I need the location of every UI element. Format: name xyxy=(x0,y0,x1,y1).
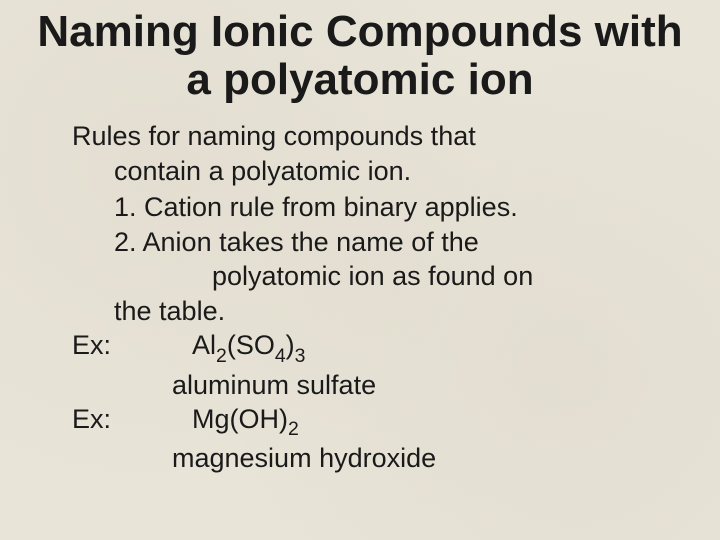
slide-body: Rules for naming compounds that contain … xyxy=(24,119,696,476)
example-2-formula-row: Ex: Mg(OH)2 xyxy=(72,402,686,441)
formula-text: Mg(OH) xyxy=(192,404,288,434)
formula-subscript: 4 xyxy=(275,345,286,367)
title-line-1: Naming Ionic Compounds with xyxy=(24,8,696,56)
formula-subscript: 3 xyxy=(295,345,306,367)
rule-2-line-b: polyatomic ion as found on xyxy=(72,259,686,294)
formula-text: Al xyxy=(192,330,216,360)
formula-text: (SO xyxy=(227,330,275,360)
example-2-formula: Mg(OH)2 xyxy=(192,402,686,441)
rule-1: 1. Cation rule from binary applies. xyxy=(72,190,686,225)
formula-text: ) xyxy=(286,330,295,360)
rule-2-line-c: the table. xyxy=(72,294,686,329)
formula-subscript: 2 xyxy=(288,418,299,440)
formula-subscript: 2 xyxy=(216,345,227,367)
intro-line-2: contain a polyatomic ion. xyxy=(72,154,686,189)
example-1-formula-row: Ex: Al2(SO4)3 xyxy=(72,328,686,367)
slide-title: Naming Ionic Compounds with a polyatomic… xyxy=(24,8,696,103)
example-1-name: aluminum sulfate xyxy=(72,368,686,403)
title-line-2: a polyatomic ion xyxy=(24,56,696,104)
rule-2-line-a: 2. Anion takes the name of the xyxy=(72,225,686,260)
intro-text: Rules for naming compounds that contain … xyxy=(72,119,686,188)
example-1-formula: Al2(SO4)3 xyxy=(192,328,686,367)
example-label: Ex: xyxy=(72,402,192,441)
example-2-name: magnesium hydroxide xyxy=(72,441,686,476)
example-label: Ex: xyxy=(72,328,192,367)
intro-line-1: Rules for naming compounds that xyxy=(72,119,686,154)
